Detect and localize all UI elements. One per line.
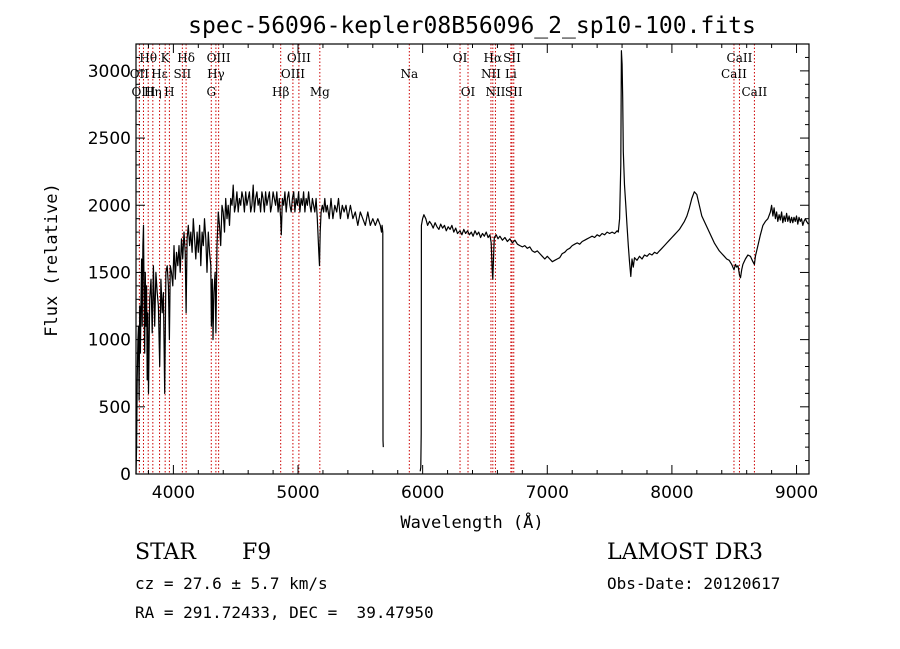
x-tick-label-5: 9000 [775,483,818,503]
line-label-1: OII [130,67,150,81]
object-subclass: F9 [242,540,272,565]
y-tick-label-6: 3000 [88,62,131,82]
line-label-9: OIII [207,51,231,65]
line-label-27: CaII [741,85,767,99]
line-label-0: Hθ [139,51,157,65]
survey-name: LAMOST DR3 [607,540,763,565]
y-tick-label-4: 2000 [88,196,131,216]
observation-date: Obs-Date: 20120617 [607,574,781,593]
x-tick-label-3: 7000 [526,483,569,503]
y-axis-label: Flux (relative) [42,183,62,337]
line-label-5: Hη [144,85,162,99]
x-axis-label: Wavelength (Å) [400,511,543,533]
spectrum-segment-blue [135,184,384,475]
axes: 4000 5000 6000 7000 8000 9000 0 500 1000 1500 2000… [88,43,818,503]
line-label-18: OI [461,85,476,99]
y-tick-label-2: 1000 [88,331,131,351]
object-class: STAR [135,540,196,565]
y-tick-label-5: 2500 [88,129,131,149]
line-label-10: Hγ [207,67,225,81]
line-label-4: Hε [151,67,168,81]
y-tick-label-0: 0 [120,465,131,485]
line-label-25: CaII [727,51,753,65]
x-tick-label-0: 4000 [152,483,195,503]
redshift-velocity: cz = 27.6 ± 5.7 km/s [135,574,328,593]
line-label-24: SII [505,85,523,99]
line-label-20: NII [481,67,501,81]
line-label-12: Hβ [272,85,289,99]
coordinates: RA = 291.72433, DEC = 39.47950 [135,603,434,622]
line-label-3: K [161,51,171,65]
line-label-11: G [206,85,216,99]
spectrum-segment-red [419,50,809,472]
line-label-6: H [164,85,174,99]
x-tick-label-1: 5000 [276,483,319,503]
line-label-17: OI [453,51,468,65]
line-label-21: NII [485,85,505,99]
chart-title: spec-56096-kepler08B56096_2_sp10-100.fit… [188,13,756,39]
line-label-8: Hδ [177,51,195,65]
line-label-7: SII [174,67,192,81]
line-label-2: OIII [131,85,155,99]
plot-frame [135,43,810,475]
line-label-15: Mg [310,85,330,99]
x-tick-label-2: 6000 [401,483,444,503]
line-label-22: SII [503,51,521,65]
line-label-26: CaII [721,67,747,81]
line-label-23: Li [505,67,517,81]
line-label-19: Hα [484,51,503,65]
y-tick-label-3: 1500 [88,263,131,283]
y-tick-label-1: 500 [99,398,131,418]
line-label-16: Na [400,67,418,81]
x-tick-label-4: 8000 [650,483,693,503]
line-label-13: OIII [287,51,311,65]
line-label-14: OIII [281,67,305,81]
spectrum-series [135,50,809,475]
spectral-line-markers [138,44,755,474]
